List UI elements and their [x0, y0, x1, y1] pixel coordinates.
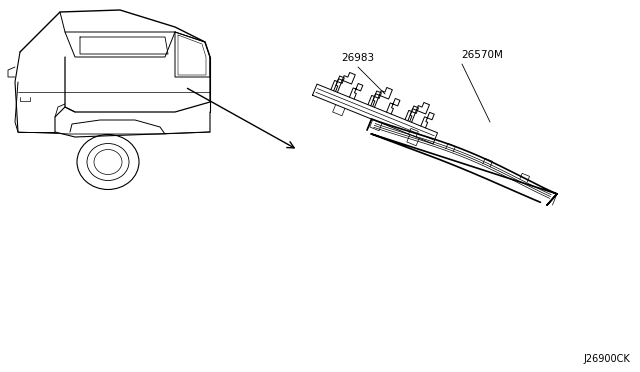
- Text: 26983: 26983: [341, 53, 374, 63]
- Text: 26570M: 26570M: [461, 50, 503, 60]
- Text: J26900CK: J26900CK: [583, 354, 630, 364]
